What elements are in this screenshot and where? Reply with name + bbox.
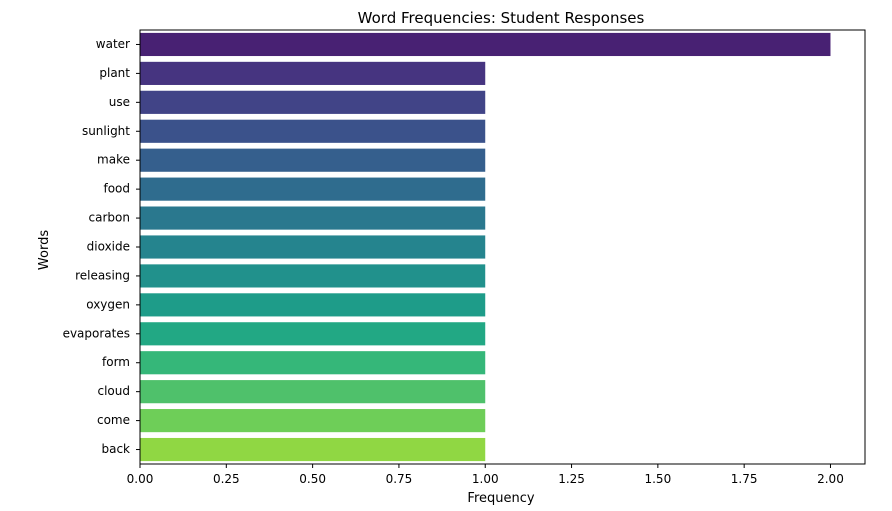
- bar-releasing: [140, 264, 486, 288]
- x-axis-label: Frequency: [467, 491, 534, 506]
- x-tick-label: 2.00: [817, 472, 844, 486]
- bar-use: [140, 90, 486, 114]
- y-axis-label: Words: [37, 230, 52, 270]
- bar-carbon: [140, 206, 486, 230]
- bar-come: [140, 409, 486, 433]
- y-tick-label-oxygen: oxygen: [86, 297, 130, 311]
- bar-form: [140, 351, 486, 375]
- y-tick-label-dioxide: dioxide: [87, 240, 130, 254]
- y-tick-label-carbon: carbon: [89, 211, 130, 225]
- y-tick-label-come: come: [97, 413, 130, 427]
- x-tick-label: 1.75: [731, 472, 758, 486]
- x-tick-label: 1.25: [558, 472, 585, 486]
- x-tick-labels: 0.00 0.25 0.50 0.75 1.00 1.25 1.50 1.75 2.00: [127, 464, 844, 486]
- bar-back: [140, 437, 486, 462]
- chart-title: Word Frequencies: Student Responses: [358, 9, 645, 27]
- bars-group: [140, 32, 831, 462]
- y-tick-label-plant: plant: [99, 66, 130, 80]
- y-tick-label-evaporates: evaporates: [63, 326, 130, 340]
- y-tick-label-sunlight: sunlight: [82, 124, 130, 138]
- bar-evaporates: [140, 322, 486, 346]
- plot-frame: [139, 29, 866, 465]
- bar-water: [140, 32, 831, 57]
- y-tick-label-make: make: [97, 153, 130, 167]
- y-tick-label-form: form: [102, 355, 130, 369]
- bar-sunlight: [140, 119, 486, 143]
- bar-oxygen: [140, 293, 486, 317]
- y-tick-label-food: food: [103, 182, 130, 196]
- y-tick-label-releasing: releasing: [75, 268, 130, 282]
- y-tick-labels: water plant use sunlight make food carbon dioxi…: [63, 37, 140, 456]
- y-tick-label-cloud: cloud: [98, 384, 131, 398]
- bar-plant: [140, 61, 486, 85]
- y-tick-label-back: back: [101, 442, 130, 456]
- x-tick-label: 0.00: [127, 472, 154, 486]
- bar-cloud: [140, 380, 486, 404]
- y-tick-label-use: use: [109, 95, 130, 109]
- bar-dioxide: [140, 235, 486, 259]
- x-tick-label: 1.50: [644, 472, 671, 486]
- x-tick-label: 0.25: [213, 472, 240, 486]
- y-tick-label-water: water: [96, 37, 130, 51]
- x-tick-label: 0.75: [386, 472, 413, 486]
- bar-make: [140, 148, 486, 172]
- bar-food: [140, 177, 486, 201]
- x-tick-label: 1.00: [472, 472, 499, 486]
- x-tick-label: 0.50: [299, 472, 326, 486]
